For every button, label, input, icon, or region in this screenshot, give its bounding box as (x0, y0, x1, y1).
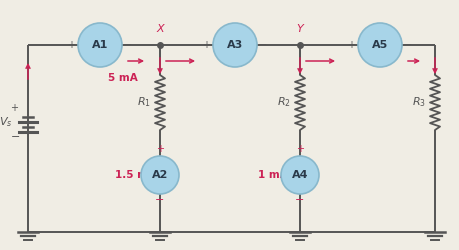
Text: −: − (403, 40, 412, 50)
Text: $R_2$: $R_2$ (276, 95, 290, 109)
Circle shape (357, 23, 401, 67)
Text: −: − (258, 40, 267, 50)
Circle shape (141, 156, 179, 194)
Text: −: − (295, 195, 304, 205)
Text: $R_1$: $R_1$ (137, 95, 151, 109)
Text: A2: A2 (151, 170, 168, 180)
Text: +: + (295, 144, 303, 154)
Text: A3: A3 (226, 40, 243, 50)
Text: 1 mA: 1 mA (257, 170, 287, 180)
Text: +: + (67, 40, 75, 50)
Text: −: − (155, 195, 164, 205)
Text: A4: A4 (291, 170, 308, 180)
Text: −: − (123, 40, 132, 50)
Text: A1: A1 (92, 40, 108, 50)
Circle shape (78, 23, 122, 67)
Text: $R_3$: $R_3$ (411, 95, 425, 109)
Circle shape (213, 23, 257, 67)
Text: +: + (10, 103, 18, 113)
Text: +: + (346, 40, 354, 50)
Text: −: − (11, 132, 21, 142)
Text: X: X (156, 24, 163, 34)
Text: 5 mA: 5 mA (108, 73, 137, 83)
Text: +: + (156, 144, 164, 154)
Circle shape (280, 156, 318, 194)
Text: Y: Y (296, 24, 303, 34)
Text: A5: A5 (371, 40, 387, 50)
Text: +: + (202, 40, 210, 50)
Text: 1.5 mA: 1.5 mA (115, 170, 156, 180)
Text: $V_s$: $V_s$ (0, 115, 13, 129)
